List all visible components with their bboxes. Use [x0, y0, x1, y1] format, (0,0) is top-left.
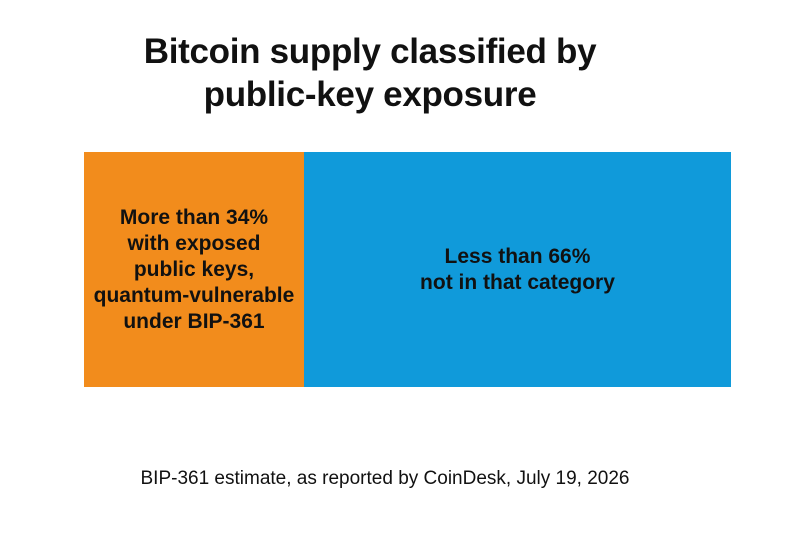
chart-title: Bitcoin supply classified by public-key … [0, 30, 740, 116]
bar-label-exposed-line-3: public keys, [133, 257, 255, 281]
chart-title-line-1: Bitcoin supply classified by [143, 32, 597, 71]
bar-label-exposed-line-5: under BIP-361 [123, 309, 265, 333]
bar-label-exposed-line-2: with exposed [127, 231, 261, 255]
bar-segment-exposed: More than 34% with exposed public keys, … [84, 152, 304, 387]
bar-segment-not-exposed: Less than 66% not in that category [303, 152, 731, 387]
bar-label-exposed-line-1: More than 34% [119, 205, 269, 229]
stacked-bar: More than 34% with exposed public keys, … [84, 152, 731, 387]
chart-title-line-2: public-key exposure [203, 75, 537, 114]
bar-label-exposed: More than 34% with exposed public keys, … [94, 205, 295, 335]
source-caption: BIP-361 estimate, as reported by CoinDes… [140, 468, 630, 489]
bar-label-not-exposed-line-1: Less than 66% [444, 244, 591, 268]
bar-label-exposed-line-4: quantum-vulnerable [93, 283, 295, 307]
bar-label-not-exposed-line-2: not in that category [420, 270, 615, 294]
bar-label-not-exposed: Less than 66% not in that category [420, 244, 615, 296]
